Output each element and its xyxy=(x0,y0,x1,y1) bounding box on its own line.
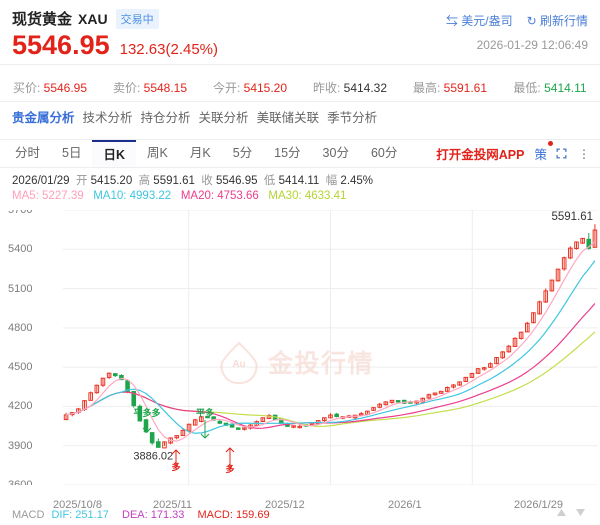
svg-text:5591.61: 5591.61 xyxy=(552,211,594,223)
svg-text:3886.02: 3886.02 xyxy=(133,451,173,463)
svg-text:平多: 平多 xyxy=(196,407,214,418)
svg-text:金投行情: 金投行情 xyxy=(267,349,374,378)
svg-text:平多多: 平多多 xyxy=(133,407,160,418)
svg-text:Au: Au xyxy=(232,359,245,370)
